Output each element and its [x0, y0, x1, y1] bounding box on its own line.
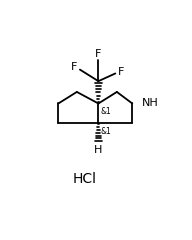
Text: F: F — [118, 67, 124, 77]
Text: F: F — [71, 62, 78, 72]
Text: F: F — [95, 49, 102, 59]
Text: &1: &1 — [101, 126, 112, 136]
Text: H: H — [94, 145, 103, 155]
Text: NH: NH — [142, 98, 159, 108]
Text: HCl: HCl — [73, 172, 97, 186]
Text: &1: &1 — [101, 107, 112, 116]
